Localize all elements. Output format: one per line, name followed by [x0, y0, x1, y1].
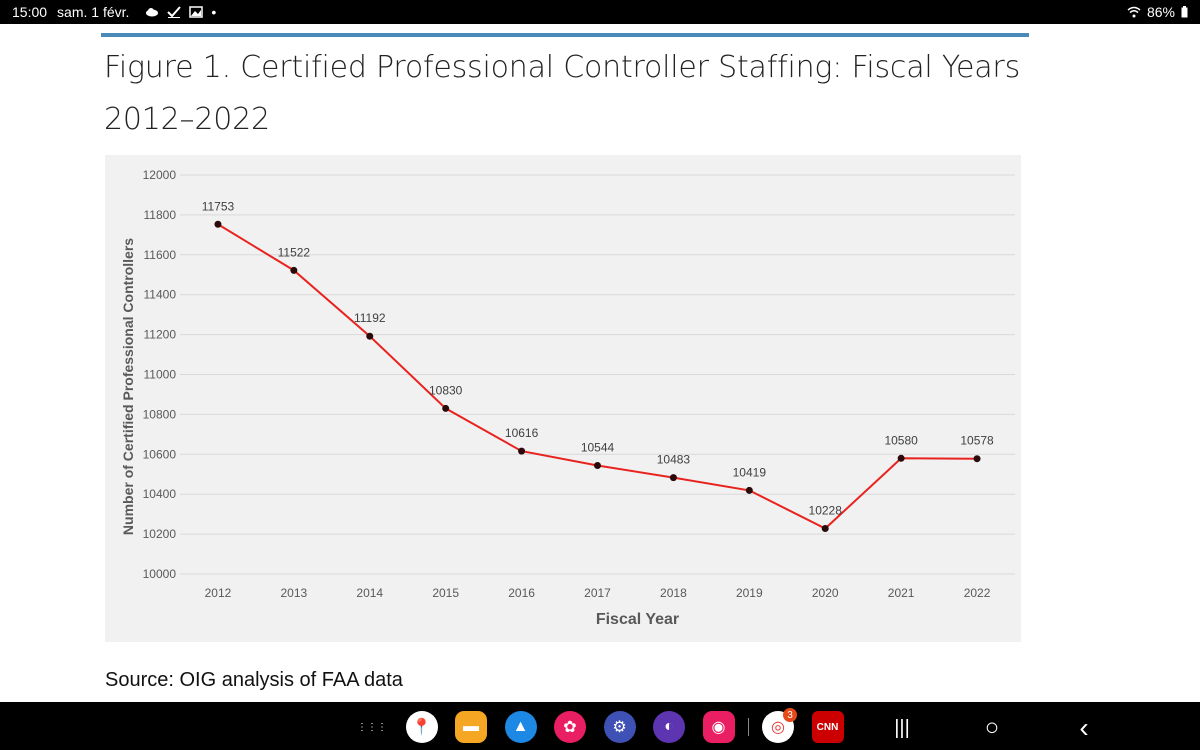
- data-point: [897, 454, 905, 462]
- x-tick-label: 2022: [964, 586, 991, 600]
- x-tick-label: 2021: [888, 586, 915, 600]
- home-button[interactable]: ○: [984, 714, 1000, 741]
- x-axis-title: Fiscal Year: [596, 611, 679, 628]
- x-tick-label: 2016: [508, 586, 535, 600]
- data-point: [745, 486, 753, 494]
- dot-icon: •: [211, 4, 217, 20]
- data-label: 10578: [960, 434, 994, 448]
- battery-icon: [1181, 6, 1188, 18]
- data-point: [366, 332, 374, 340]
- y-tick-label: 10400: [143, 487, 177, 501]
- data-point: [290, 266, 298, 274]
- x-tick-label: 2017: [584, 586, 611, 600]
- y-tick-label: 12000: [143, 168, 177, 182]
- x-tick-label: 2013: [281, 586, 308, 600]
- dock-separator: [748, 718, 749, 736]
- data-point: [518, 447, 526, 455]
- data-label: 10830: [429, 383, 463, 397]
- data-label: 10616: [505, 426, 539, 440]
- x-tick-label: 2012: [205, 586, 232, 600]
- data-point: [594, 461, 601, 469]
- y-tick-label: 11000: [144, 368, 177, 382]
- maps-icon[interactable]: 📍: [405, 711, 438, 743]
- x-tick-label: 2018: [660, 586, 687, 600]
- camera-icon[interactable]: ◉: [702, 711, 735, 743]
- y-tick-label: 11600: [144, 248, 177, 262]
- y-tick-label: 10200: [143, 527, 177, 541]
- data-label: 10544: [581, 440, 615, 454]
- title-rule: [101, 33, 1029, 37]
- y-tick-label: 11400: [144, 288, 177, 302]
- x-tick-label: 2015: [432, 586, 459, 600]
- data-point: [973, 455, 981, 463]
- flower-app-icon[interactable]: ✿: [554, 711, 586, 743]
- y-tick-label: 10600: [143, 447, 177, 461]
- data-label: 10580: [884, 433, 918, 447]
- y-tick-label: 10000: [143, 567, 177, 581]
- x-tick-label: 2014: [356, 586, 383, 600]
- status-bar: 15:00 sam. 1 févr. • 86%: [0, 0, 1200, 24]
- y-tick-label: 10800: [143, 407, 177, 421]
- data-label: 10228: [809, 504, 843, 518]
- figure-source: Source: OIG analysis of FAA data: [105, 669, 403, 691]
- image-icon: [189, 6, 204, 18]
- files-icon[interactable]: ▬: [455, 711, 487, 743]
- document-page: Figure 1. Certified Professional Control…: [0, 24, 1200, 702]
- series-line: [217, 223, 978, 530]
- data-point: [214, 220, 222, 228]
- notification-badge: 3: [783, 708, 797, 722]
- chart-area: 10000 10200 10400 10600 10800 11000 11200 11400…: [105, 155, 1021, 642]
- back-button[interactable]: ‹: [1079, 712, 1089, 743]
- recent-apps-button[interactable]: |||: [894, 716, 910, 739]
- figure-title: Figure 1. Certified Professional Control…: [104, 50, 1020, 137]
- y-axis-title: Number of Certified Professional Control…: [120, 238, 136, 535]
- settings-icon[interactable]: ⚙: [603, 711, 636, 743]
- data-label: 11753: [202, 199, 235, 213]
- wifi-icon: [1127, 6, 1141, 18]
- data-point: [669, 474, 677, 482]
- cloud-icon: [146, 8, 159, 17]
- x-tick-label: 2020: [812, 586, 839, 600]
- data-label: 10419: [733, 465, 767, 479]
- x-tick-label: 2019: [736, 586, 763, 600]
- y-tick-label: 11200: [144, 328, 177, 342]
- data-label: 10483: [657, 453, 691, 467]
- browser-icon[interactable]: ◐: [653, 711, 685, 743]
- line-chart: 10000 10200 10400 10600 10800 11000 11200 11400…: [120, 168, 1015, 628]
- app-drawer-icon[interactable]: ⋮⋮⋮: [356, 711, 388, 743]
- data-label: 11522: [278, 245, 311, 259]
- y-tick-label: 11800: [144, 208, 177, 222]
- battery-level: 86%: [1146, 4, 1175, 20]
- cnn-icon[interactable]: CNN: [811, 711, 844, 743]
- data-label: 11192: [354, 311, 386, 325]
- navigation-bar: ⋮⋮⋮ 📍 ▬ ▲ ✿ ⚙ ◐ ◉ ◎ 3 CNN ||| ○ ‹: [0, 702, 1200, 750]
- chrome-icon[interactable]: ◎ 3: [762, 708, 797, 743]
- navigation-app-icon[interactable]: ▲: [504, 711, 537, 743]
- status-time: 15:00: [12, 4, 48, 20]
- data-point: [442, 404, 450, 412]
- check-icon: [167, 6, 182, 18]
- status-date: sam. 1 févr.: [57, 4, 130, 20]
- data-point: [821, 525, 829, 533]
